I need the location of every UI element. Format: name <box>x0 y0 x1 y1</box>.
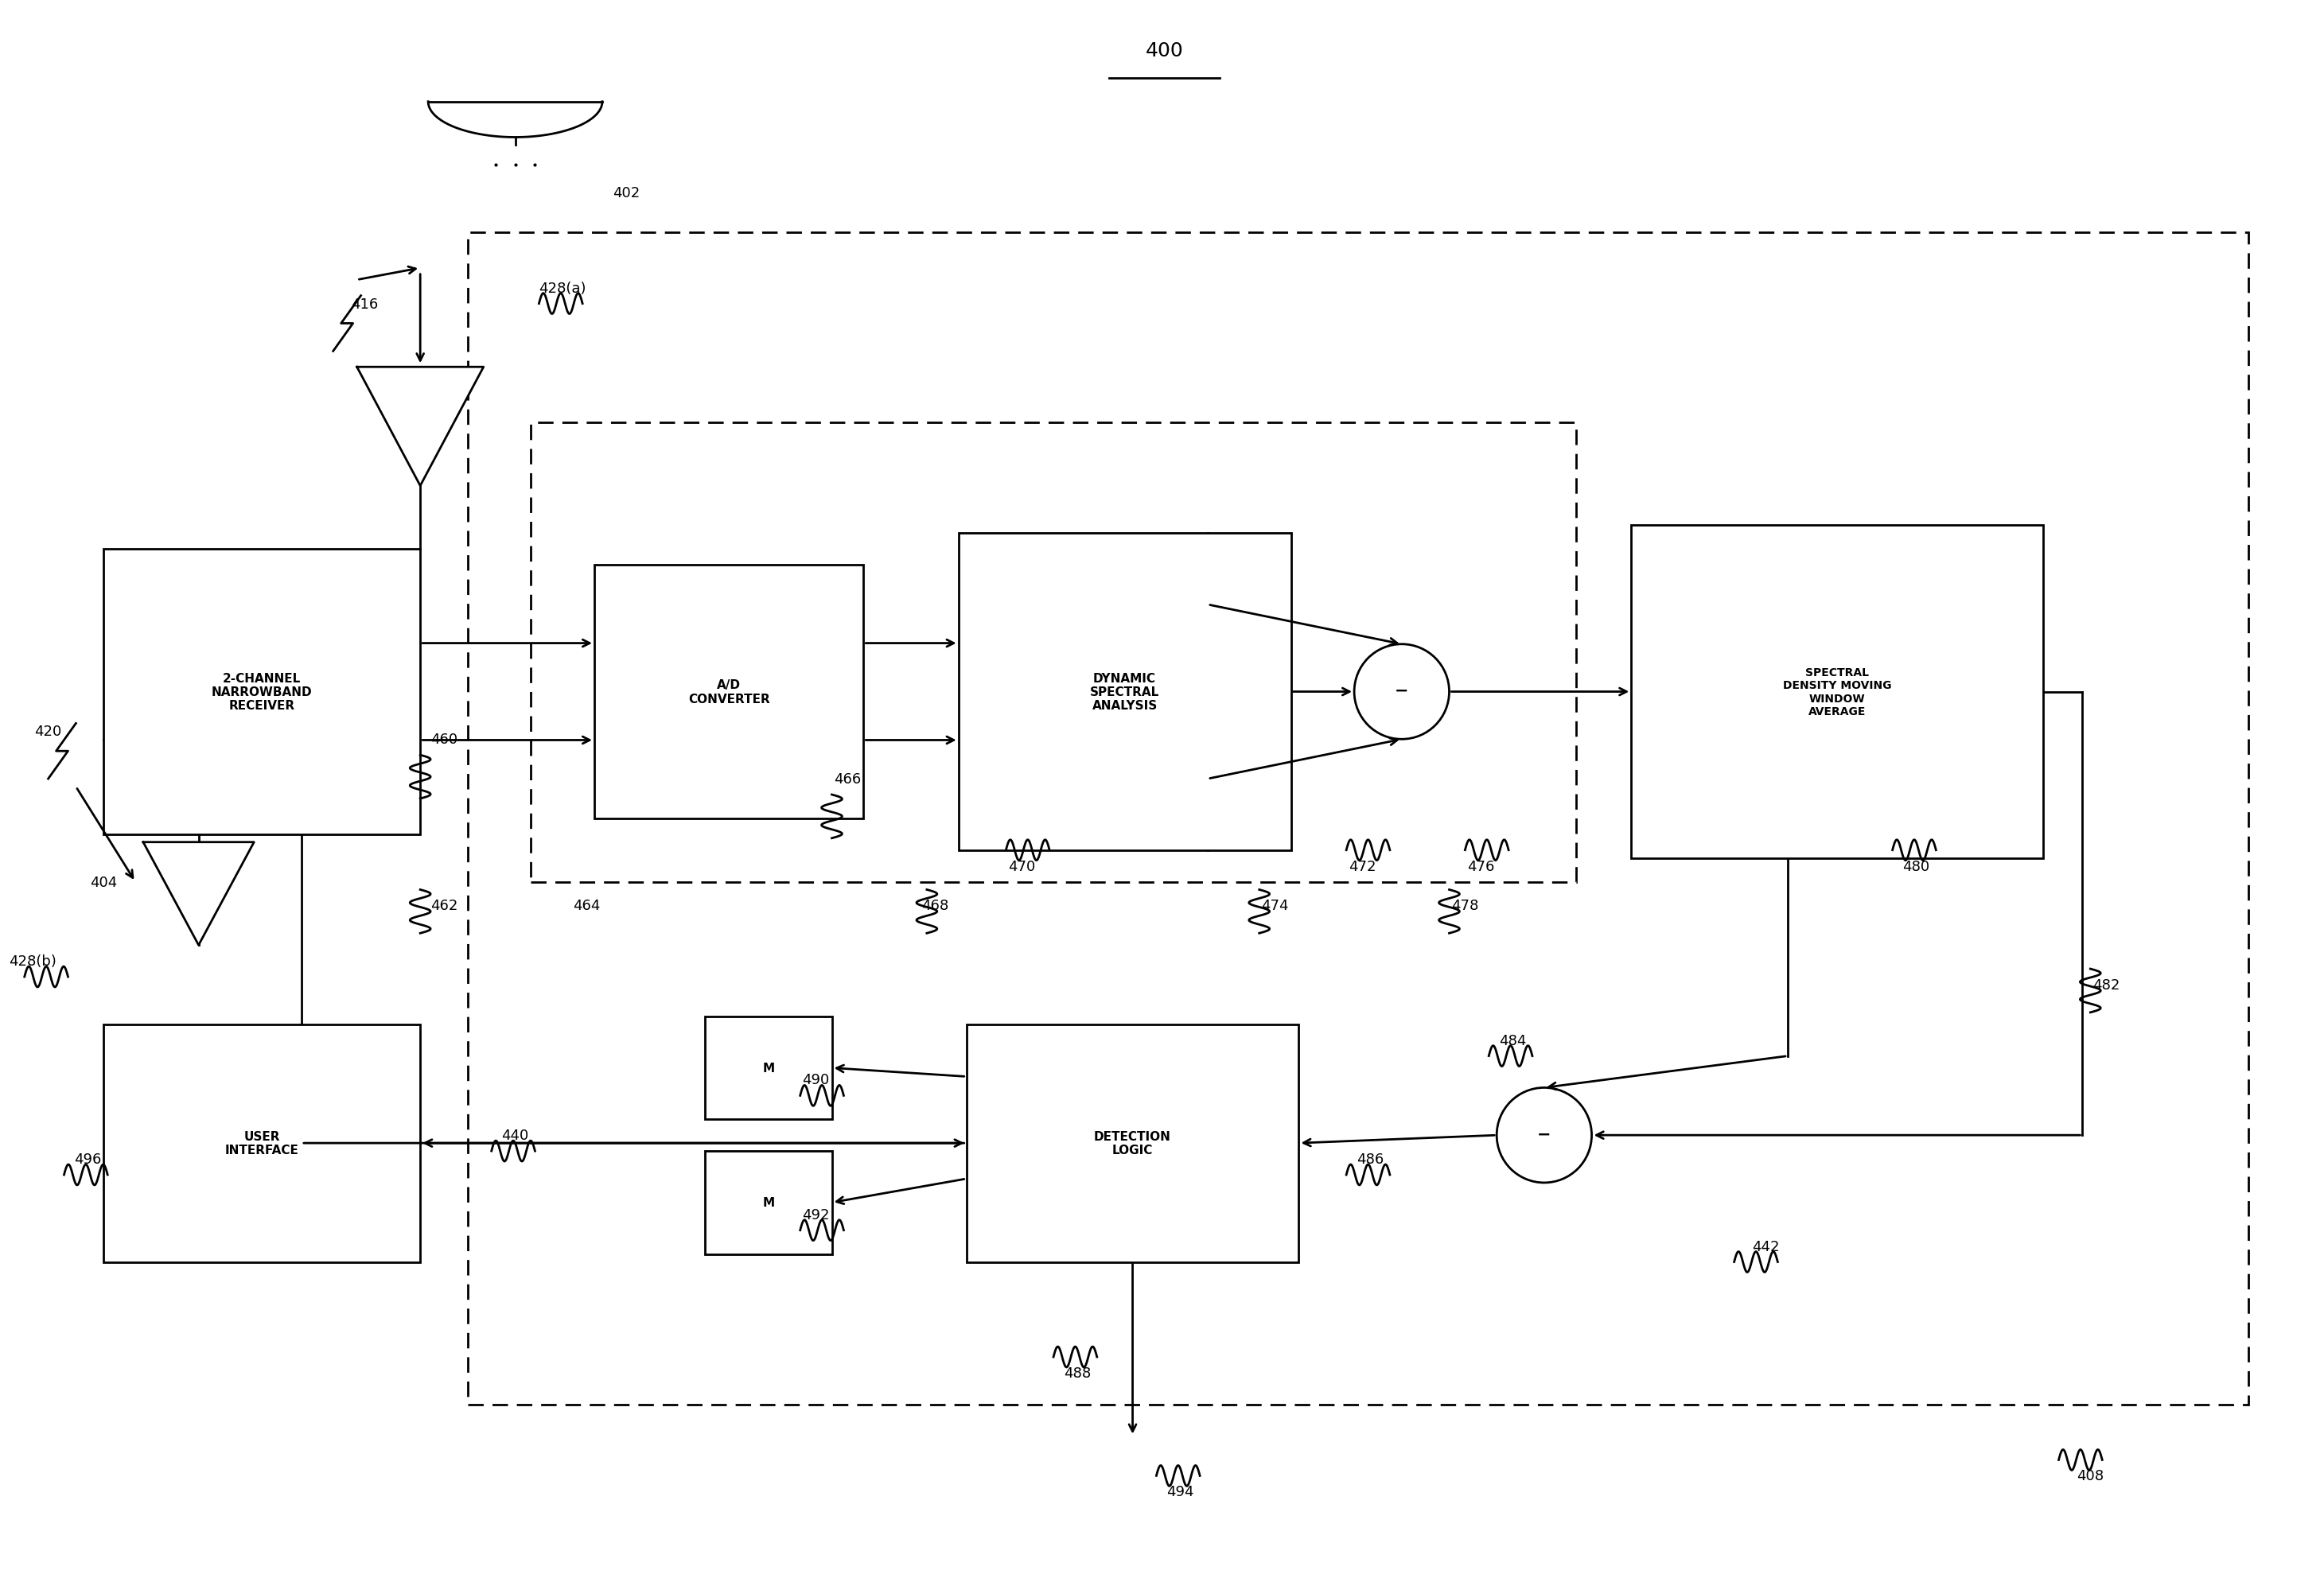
Text: 474: 474 <box>1262 899 1290 913</box>
Text: 2-CHANNEL
NARROWBAND
RECEIVER: 2-CHANNEL NARROWBAND RECEIVER <box>211 672 311 712</box>
FancyBboxPatch shape <box>957 533 1290 851</box>
Text: SPECTRAL
DENSITY MOVING
WINDOW
AVERAGE: SPECTRAL DENSITY MOVING WINDOW AVERAGE <box>1783 668 1892 717</box>
Text: 464: 464 <box>572 899 600 913</box>
Text: 478: 478 <box>1452 899 1478 913</box>
FancyBboxPatch shape <box>595 565 865 819</box>
Text: −: − <box>1394 682 1408 698</box>
Text: 440: 440 <box>502 1128 530 1142</box>
Text: 466: 466 <box>834 772 862 786</box>
Text: 402: 402 <box>614 187 639 201</box>
Text: USER
INTERFACE: USER INTERFACE <box>225 1131 300 1156</box>
FancyBboxPatch shape <box>704 1017 832 1120</box>
Text: 420: 420 <box>35 725 63 739</box>
Text: 496: 496 <box>74 1152 102 1166</box>
Text: DYNAMIC
SPECTRAL
ANALYSIS: DYNAMIC SPECTRAL ANALYSIS <box>1090 672 1160 712</box>
Text: 460: 460 <box>430 732 458 747</box>
Polygon shape <box>428 103 602 138</box>
Text: M: M <box>762 1062 774 1074</box>
Text: 428(b): 428(b) <box>9 954 56 968</box>
Text: 484: 484 <box>1499 1033 1527 1047</box>
Text: 442: 442 <box>1752 1239 1780 1253</box>
Text: 462: 462 <box>430 899 458 913</box>
Text: 404: 404 <box>91 875 116 889</box>
Text: 416: 416 <box>351 297 379 312</box>
Text: 494: 494 <box>1167 1484 1195 1498</box>
Text: 476: 476 <box>1466 859 1494 873</box>
Polygon shape <box>358 367 483 486</box>
Text: A/D
CONVERTER: A/D CONVERTER <box>688 679 769 706</box>
FancyBboxPatch shape <box>967 1025 1299 1262</box>
Text: M: M <box>762 1196 774 1209</box>
Text: 490: 490 <box>802 1073 830 1087</box>
Text: 488: 488 <box>1064 1365 1090 1380</box>
Text: 480: 480 <box>1903 859 1929 873</box>
FancyBboxPatch shape <box>704 1152 832 1255</box>
Text: 486: 486 <box>1357 1152 1383 1166</box>
Polygon shape <box>144 843 253 946</box>
Text: 428(a): 428(a) <box>539 282 586 296</box>
FancyBboxPatch shape <box>105 1025 421 1262</box>
Text: 470: 470 <box>1009 859 1037 873</box>
Text: −: − <box>1536 1126 1550 1142</box>
FancyBboxPatch shape <box>105 549 421 835</box>
Text: DETECTION
LOGIC: DETECTION LOGIC <box>1095 1131 1171 1156</box>
Text: 472: 472 <box>1348 859 1376 873</box>
Text: 492: 492 <box>802 1207 830 1221</box>
Text: 408: 408 <box>2078 1468 2103 1482</box>
Text: 468: 468 <box>920 899 948 913</box>
Text: 482: 482 <box>2092 978 2119 992</box>
Text: 400: 400 <box>1146 41 1183 60</box>
FancyBboxPatch shape <box>1631 525 2043 859</box>
